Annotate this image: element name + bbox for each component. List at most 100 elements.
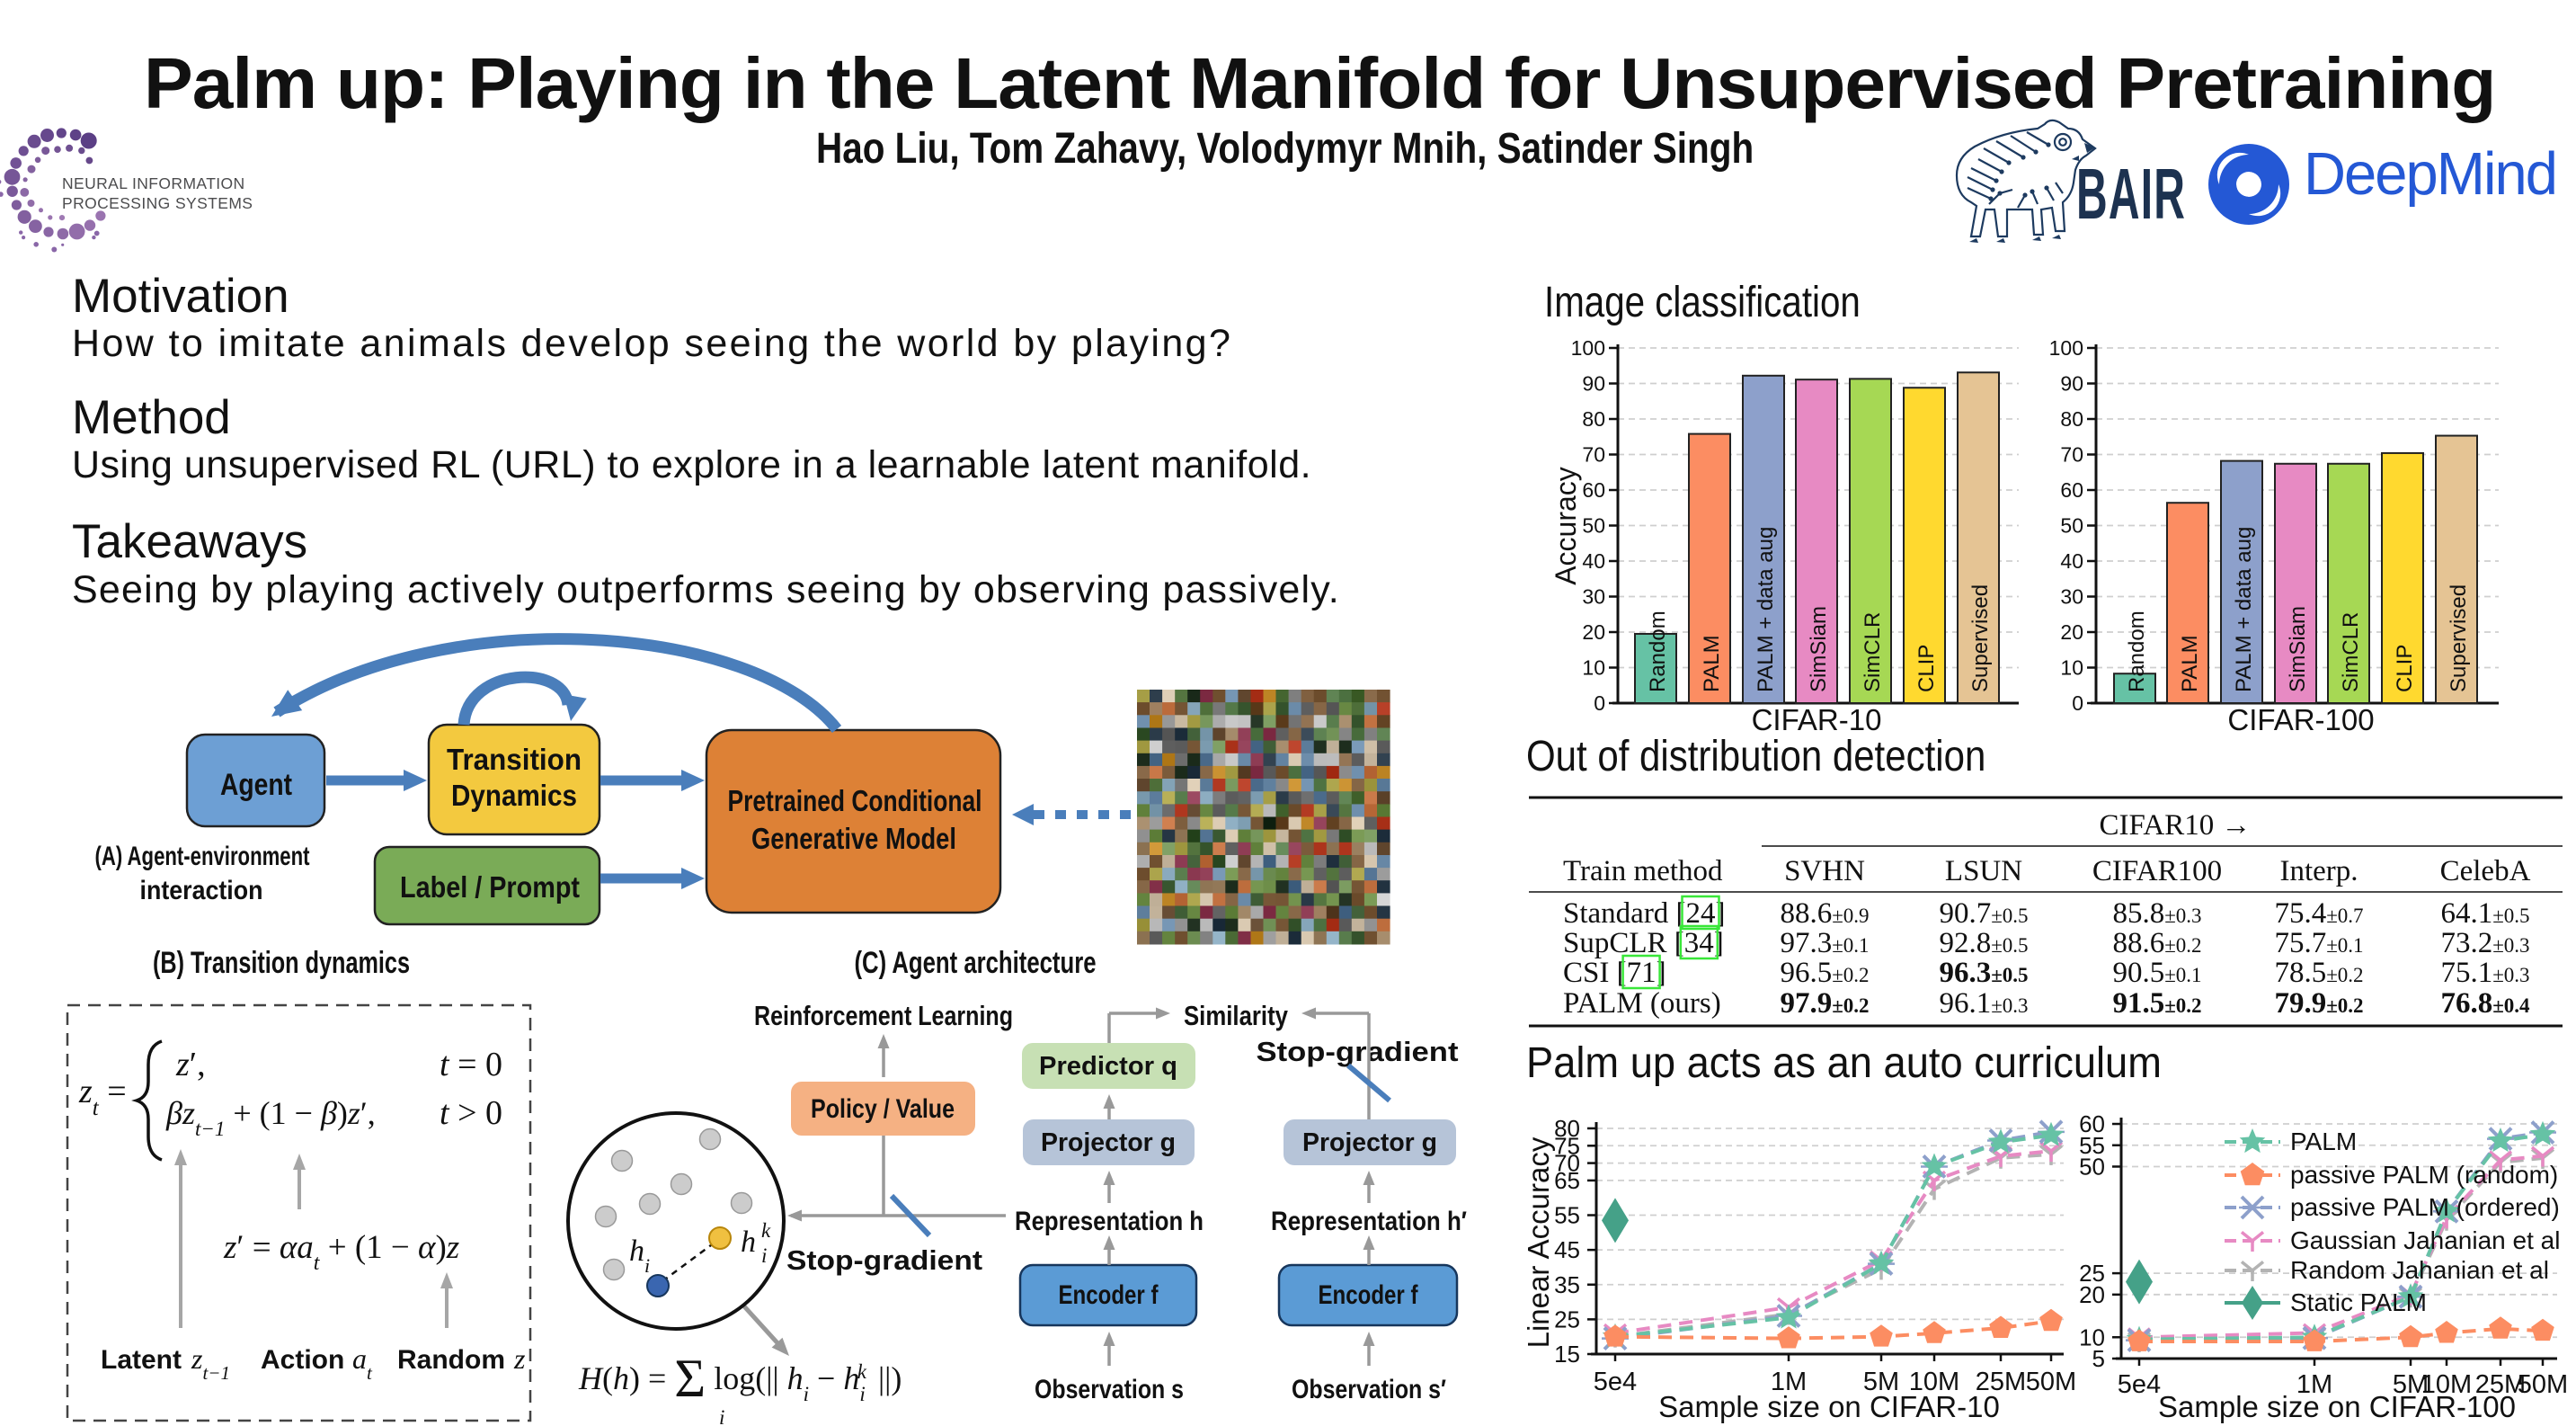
svg-text:88.6±0.9: 88.6±0.9: [1780, 897, 1869, 930]
svg-text:CIFAR-10: CIFAR-10: [1752, 703, 1882, 736]
svg-text:Supervised: Supervised: [2447, 584, 2471, 692]
svg-text:Observation s′: Observation s′: [1292, 1375, 1446, 1404]
svg-text:64.1±0.5: 64.1±0.5: [2440, 897, 2529, 930]
svg-text:1M: 1M: [2296, 1370, 2332, 1399]
svg-text:30: 30: [1582, 585, 1605, 609]
svg-text:70: 70: [2060, 443, 2083, 467]
svg-text:0: 0: [2072, 691, 2083, 715]
svg-text:45: 45: [1554, 1236, 1580, 1263]
svg-text:PALM: PALM: [1700, 635, 1724, 692]
svg-text:CSI [71]: CSI [71]: [1563, 957, 1666, 989]
svg-text:SVHN: SVHN: [1784, 855, 1865, 887]
svg-text:Encoder f: Encoder f: [1319, 1280, 1419, 1310]
svg-text:PALM + data aug: PALM + data aug: [2232, 527, 2256, 692]
svg-text:Random: Random: [397, 1345, 505, 1375]
svg-text:5: 5: [2092, 1345, 2105, 1372]
svg-text:10M: 10M: [1909, 1368, 1959, 1396]
svg-text:40: 40: [2060, 549, 2083, 573]
svg-text:Projector g: Projector g: [1041, 1128, 1176, 1157]
svg-text:PALM (ours): PALM (ours): [1563, 987, 1721, 1020]
svg-text:73.2±0.3: 73.2±0.3: [2440, 927, 2529, 959]
svg-text:Random: Random: [1646, 611, 1670, 692]
svg-text:CelebA: CelebA: [2440, 855, 2531, 887]
svg-text:H(h) = Σ log(|| hi − hik ||): H(h) = Σ log(|| hi − hik ||): [578, 1349, 902, 1408]
svg-text:97.9±0.2: 97.9±0.2: [1780, 987, 1869, 1020]
svg-text:Similarity: Similarity: [1184, 1000, 1289, 1031]
svg-text:i: i: [719, 1406, 724, 1426]
svg-text:79.9±0.2: 79.9±0.2: [2274, 987, 2363, 1020]
svg-text:25: 25: [1554, 1306, 1580, 1332]
svg-text:Label / Prompt: Label / Prompt: [400, 870, 580, 904]
svg-text:1M: 1M: [1771, 1368, 1807, 1396]
svg-text:zt =: zt =: [78, 1073, 127, 1120]
svg-text:78.5±0.2: 78.5±0.2: [2274, 957, 2363, 989]
svg-text:76.8±0.4: 76.8±0.4: [2440, 987, 2530, 1020]
svg-text:Stop-gradient: Stop-gradient: [786, 1244, 982, 1276]
svg-text:75: 75: [1554, 1132, 1580, 1159]
svg-text:50: 50: [2079, 1153, 2105, 1180]
svg-text:k: k: [761, 1219, 771, 1242]
svg-text:91.5±0.2: 91.5±0.2: [2112, 987, 2201, 1020]
svg-text:i: i: [761, 1244, 767, 1267]
svg-text:Interp.: Interp.: [2279, 855, 2358, 887]
svg-text:Standard [24]: Standard [24]: [1563, 897, 1726, 930]
svg-text:PROCESSING SYSTEMS: PROCESSING SYSTEMS: [62, 194, 253, 212]
svg-text:5M: 5M: [2393, 1370, 2429, 1399]
svg-text:passive PALM (ordered): passive PALM (ordered): [2290, 1193, 2560, 1221]
svg-text:80: 80: [1582, 407, 1605, 431]
svg-text:Pretrained Conditional: Pretrained Conditional: [728, 784, 982, 817]
svg-text:0: 0: [1594, 691, 1605, 715]
svg-text:passive PALM (random): passive PALM (random): [2290, 1161, 2558, 1189]
svg-text:92.8±0.5: 92.8±0.5: [1939, 927, 2028, 959]
svg-text:SimCLR: SimCLR: [1861, 612, 1885, 692]
svg-text:96.3±0.5: 96.3±0.5: [1939, 957, 2028, 989]
svg-text:Random: Random: [2125, 611, 2149, 692]
svg-text:Sample size on CIFAR-100: Sample size on CIFAR-100: [2158, 1390, 2516, 1423]
svg-text:75.7±0.1: 75.7±0.1: [2274, 927, 2363, 959]
svg-text:SimSiam: SimSiam: [2286, 606, 2310, 692]
svg-text:55: 55: [2079, 1132, 2105, 1159]
svg-text:Gaussian Jahanian et al: Gaussian Jahanian et al: [2290, 1226, 2560, 1254]
svg-text:CIFAR100: CIFAR100: [2092, 855, 2222, 887]
svg-text:CLIP: CLIP: [2393, 645, 2417, 692]
svg-text:60: 60: [1582, 478, 1605, 502]
svg-text:LSUN: LSUN: [1945, 855, 2022, 887]
svg-text:100: 100: [2049, 336, 2083, 360]
svg-text:SimCLR: SimCLR: [2339, 612, 2363, 692]
svg-text:70: 70: [1554, 1150, 1580, 1177]
svg-text:Reinforcement Learning: Reinforcement Learning: [754, 1000, 1013, 1031]
svg-text:25M: 25M: [1976, 1368, 2026, 1396]
svg-text:25: 25: [2079, 1260, 2105, 1287]
svg-text:zt−1: zt−1: [191, 1342, 230, 1384]
svg-text:80: 80: [1554, 1115, 1580, 1142]
svg-text:70: 70: [1582, 443, 1605, 467]
svg-text:(C) Agent architecture: (C) Agent architecture: [855, 946, 1097, 980]
svg-text:hi: hi: [629, 1234, 650, 1277]
svg-text:Observation s: Observation s: [1035, 1375, 1184, 1404]
svg-text:Stop-gradient: Stop-gradient: [1257, 1036, 1459, 1067]
svg-text:Representation h: Representation h: [1015, 1207, 1204, 1236]
svg-text:Transition: Transition: [447, 743, 582, 776]
svg-text:z′ = αat + (1 − α)z: z′ = αat + (1 − α)z: [223, 1229, 459, 1275]
svg-text:Predictor q: Predictor q: [1039, 1052, 1177, 1081]
svg-text:h: h: [741, 1225, 756, 1259]
svg-text:Sample size on CIFAR-10: Sample size on CIFAR-10: [1658, 1390, 2000, 1423]
svg-text:Train method: Train method: [1563, 855, 1723, 887]
svg-text:PALM: PALM: [2290, 1127, 2357, 1155]
svg-text:Static PALM: Static PALM: [2290, 1288, 2427, 1316]
svg-text:75.1±0.3: 75.1±0.3: [2440, 957, 2529, 989]
svg-text:Random Jahanian et al: Random Jahanian et al: [2290, 1256, 2549, 1284]
svg-text:CLIP: CLIP: [1914, 645, 1939, 692]
svg-text:10M: 10M: [2421, 1370, 2472, 1399]
svg-text:55: 55: [1554, 1202, 1580, 1229]
svg-text:Accuracy: Accuracy: [1550, 467, 1582, 585]
svg-text:SupCLR [34]: SupCLR [34]: [1563, 927, 1724, 959]
svg-text:90.5±0.1: 90.5±0.1: [2112, 957, 2201, 989]
svg-text:Action: Action: [261, 1345, 344, 1375]
svg-text:75.4±0.7: 75.4±0.7: [2274, 897, 2363, 930]
svg-text:interaction: interaction: [140, 876, 263, 905]
svg-text:at: at: [352, 1342, 373, 1384]
svg-text:90: 90: [1582, 372, 1605, 396]
svg-text:90: 90: [2060, 372, 2083, 396]
svg-text:10: 10: [2060, 656, 2083, 680]
